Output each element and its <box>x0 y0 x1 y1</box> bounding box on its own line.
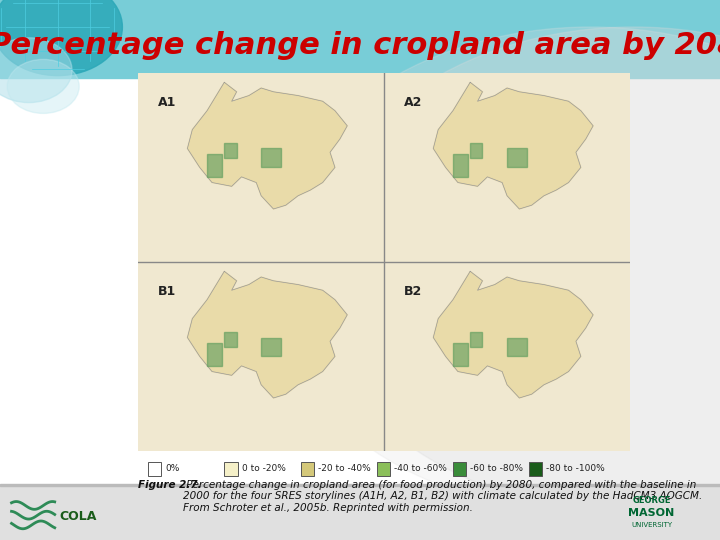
Bar <box>453 462 467 476</box>
Text: A1: A1 <box>158 96 176 109</box>
Circle shape <box>266 27 720 513</box>
Text: -60 to -80%: -60 to -80% <box>470 464 523 474</box>
Bar <box>453 343 468 366</box>
Bar <box>138 73 384 262</box>
Bar <box>207 343 222 366</box>
Text: UNIVERSITY: UNIVERSITY <box>631 522 672 528</box>
Text: Percentage change in cropland area (for food production) by 2080, compared with : Percentage change in cropland area (for … <box>183 480 702 512</box>
Bar <box>0 0 720 78</box>
Bar <box>0 484 720 486</box>
Text: -80 to -100%: -80 to -100% <box>546 464 605 474</box>
Text: GEORGE: GEORGE <box>632 496 671 505</box>
Bar <box>148 462 161 476</box>
Bar <box>261 338 281 356</box>
Bar <box>507 148 527 167</box>
Text: 0%: 0% <box>166 464 180 474</box>
Circle shape <box>310 27 720 513</box>
Text: B2: B2 <box>404 285 422 298</box>
Bar <box>207 154 222 177</box>
Bar <box>384 262 630 451</box>
Bar <box>529 462 542 476</box>
Circle shape <box>0 0 122 76</box>
Text: COLA: COLA <box>59 510 96 523</box>
Circle shape <box>7 59 79 113</box>
Bar <box>225 143 237 158</box>
Text: 0 to -20%: 0 to -20% <box>241 464 285 474</box>
Bar <box>138 262 384 451</box>
Bar <box>377 462 390 476</box>
Bar <box>0 486 720 540</box>
Text: MASON: MASON <box>629 508 675 518</box>
Text: -40 to -60%: -40 to -60% <box>394 464 447 474</box>
Bar <box>470 143 482 158</box>
Bar <box>225 462 238 476</box>
Text: Figure 2.7.: Figure 2.7. <box>138 480 202 490</box>
Polygon shape <box>433 82 593 209</box>
Circle shape <box>0 38 72 103</box>
Text: B1: B1 <box>158 285 176 298</box>
Text: Percentage change in cropland area by 2080: Percentage change in cropland area by 20… <box>0 31 720 60</box>
Text: -20 to -40%: -20 to -40% <box>318 464 371 474</box>
Polygon shape <box>187 271 347 398</box>
Polygon shape <box>433 271 593 398</box>
Bar <box>384 73 630 262</box>
Polygon shape <box>187 82 347 209</box>
Bar <box>300 462 314 476</box>
Bar <box>261 148 281 167</box>
Bar <box>453 154 468 177</box>
Text: A2: A2 <box>404 96 422 109</box>
Bar <box>507 338 527 356</box>
Bar <box>225 332 237 347</box>
Bar <box>470 332 482 347</box>
